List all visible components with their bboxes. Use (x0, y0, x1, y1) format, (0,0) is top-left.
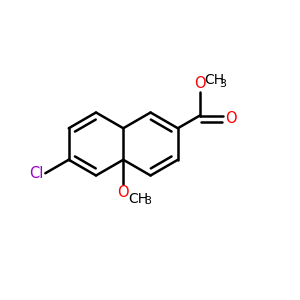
Text: O: O (194, 76, 206, 91)
Text: 3: 3 (144, 196, 151, 206)
Text: O: O (118, 185, 129, 200)
Text: CH: CH (204, 73, 224, 87)
Text: CH: CH (128, 192, 148, 206)
Text: Cl: Cl (29, 166, 44, 181)
Text: O: O (225, 111, 237, 126)
Text: 3: 3 (219, 79, 226, 89)
